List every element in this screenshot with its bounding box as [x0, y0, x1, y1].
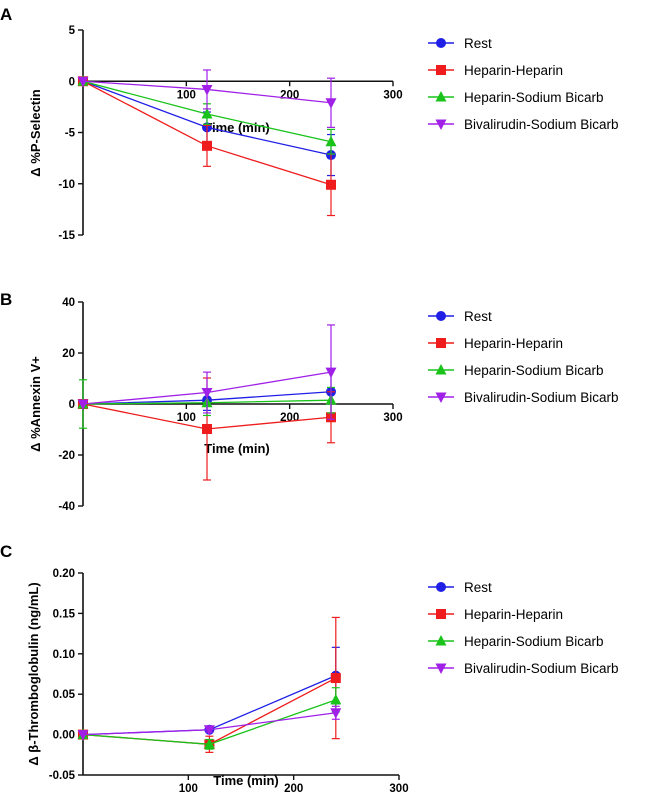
y-tick-label: 0.10: [53, 649, 75, 661]
data-point: [77, 76, 89, 88]
data-point: [325, 367, 337, 379]
legend: Rest Heparin-Heparin Heparin-Sodium Bicarb…: [428, 36, 619, 132]
legend-marker: [436, 65, 446, 75]
data-point: [77, 730, 89, 741]
series-bivalirudin-sodium-bicarb: [77, 324, 337, 420]
legend-marker: [436, 311, 446, 321]
legend-marker: [436, 338, 446, 348]
panel-letter: A: [0, 5, 12, 24]
legend-marker: [436, 609, 446, 619]
legend-label: Rest: [464, 36, 492, 51]
y-tick-label: -5: [65, 128, 76, 140]
legend-label: Rest: [464, 309, 492, 324]
x-tick-label: 300: [383, 89, 402, 101]
data-point: [201, 388, 213, 399]
data-point: [325, 98, 337, 109]
legend-label: Heparin-Heparin: [464, 63, 563, 78]
x-tick-label: 100: [177, 412, 196, 424]
x-tick-label: 300: [383, 412, 402, 424]
legend-label: Heparin-Sodium Bicarb: [464, 363, 604, 378]
panel-letter: C: [0, 542, 12, 561]
x-tick-label: 300: [389, 783, 408, 795]
data-point: [202, 140, 212, 151]
data-point: [203, 725, 215, 736]
y-tick-label: 5: [69, 25, 76, 37]
y-tick-label: 40: [62, 297, 75, 309]
x-tick-label: 100: [177, 89, 196, 101]
y-tick-label: -15: [58, 230, 75, 242]
legend-label: Rest: [464, 580, 492, 595]
x-axis-title: Time (min): [204, 120, 270, 135]
legend-marker: [435, 91, 447, 102]
legend-label: Heparin-Sodium Bicarb: [464, 90, 604, 105]
legend-label: Heparin-Sodium Bicarb: [464, 634, 604, 649]
y-tick-label: 0.05: [53, 689, 76, 701]
x-axis-title: Time (min): [213, 773, 279, 788]
legend: Rest Heparin-Heparin Heparin-Sodium Bicarb…: [428, 309, 619, 405]
y-tick-label: -10: [58, 179, 75, 191]
legend-label: Bivalirudin-Sodium Bicarb: [464, 661, 619, 676]
x-axis-title: Time (min): [204, 441, 270, 456]
x-tick-label: 100: [179, 783, 198, 795]
legend-marker: [435, 392, 447, 403]
data-point: [326, 179, 336, 190]
y-tick-label: 0.00: [53, 730, 75, 742]
legend-marker: [435, 663, 447, 674]
data-point: [325, 135, 337, 147]
data-point: [330, 693, 342, 705]
data-point: [203, 738, 215, 749]
series-bivalirudin-sodium-bicarb: [77, 69, 337, 128]
y-axis-title: Δ %Annexin V+: [28, 356, 43, 452]
x-tick-label: 200: [284, 783, 303, 795]
y-tick-label: 20: [62, 348, 75, 360]
data-point: [330, 673, 341, 684]
data-point: [201, 108, 213, 119]
legend-label: Heparin-Heparin: [464, 336, 563, 351]
data-point: [330, 708, 342, 719]
legend-marker: [436, 582, 446, 592]
y-tick-label: -20: [58, 450, 75, 462]
legend-marker: [435, 119, 447, 130]
y-tick-label: -0.05: [49, 770, 76, 782]
y-axis-title: Δ %P-Selectin: [28, 89, 43, 176]
y-tick-label: 0: [69, 399, 75, 411]
series-heparin-sodium-bicarb: [77, 687, 342, 750]
y-tick-label: 0.20: [53, 568, 75, 580]
y-axis-title: Δ β-Thromboglobulin (ng/mL): [26, 582, 41, 765]
y-tick-label: 0.15: [53, 608, 76, 620]
series-bivalirudin-sodium-bicarb: [77, 705, 342, 741]
legend-label: Bivalirudin-Sodium Bicarb: [464, 117, 619, 132]
legend-label: Heparin-Heparin: [464, 607, 563, 622]
data-point: [201, 84, 213, 96]
legend-marker: [435, 635, 447, 646]
y-tick-label: 0: [69, 76, 75, 88]
legend-marker: [436, 38, 446, 48]
data-point: [202, 423, 212, 434]
panel-letter: B: [0, 290, 12, 309]
legend-label: Bivalirudin-Sodium Bicarb: [464, 390, 619, 405]
legend-marker: [435, 364, 447, 375]
y-tick-label: -40: [58, 501, 75, 513]
panel-c: C 0.20 0.15 0.10 0.05 0.00 -0.05 100 200 300 Time …: [0, 542, 619, 795]
data-point: [77, 399, 89, 410]
legend: Rest Heparin-Heparin Heparin-Sodium Bicarb…: [428, 580, 619, 676]
